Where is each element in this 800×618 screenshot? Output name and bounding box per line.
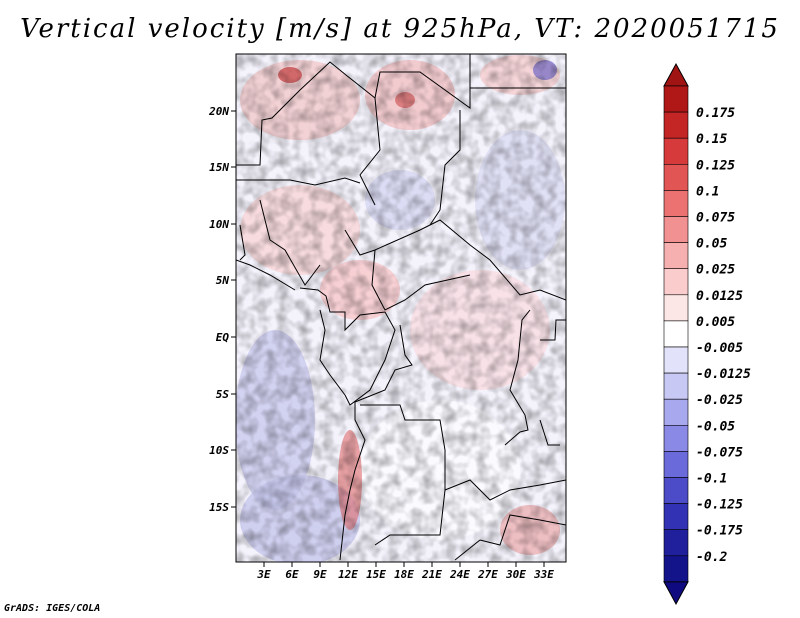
colorbar-labels: 0.175 0.15 0.125 0.1 0.075 0.05 0.025 0.0125 0.0…	[696, 106, 751, 565]
colorbar-label: 0.05	[696, 237, 727, 252]
colorbar-label: 0.1	[696, 184, 719, 199]
colorbar-swatch	[663, 320, 689, 348]
colorbar: 0.175 0.15 0.125 0.1 0.075 0.05 0.025 0.0125 0.0…	[663, 62, 751, 605]
lon-tick-label: 27E	[477, 568, 498, 581]
colorbar-bottom-arrow	[663, 581, 689, 605]
lat-tick-label: 10S	[209, 444, 229, 457]
lon-tick-label: 15E	[366, 568, 386, 581]
lon-ticks: 3E 6E 9E 12E 15E 18E 21E 24E 27E 30E 33E	[256, 562, 554, 581]
map-frame	[235, 53, 567, 563]
lat-tick-label: 15S	[209, 501, 229, 514]
colorbar-swatch	[663, 268, 689, 296]
colorbar-swatch	[663, 503, 689, 531]
lon-tick-label: 21E	[421, 568, 442, 581]
country-borders	[236, 54, 566, 561]
colorbar-swatch	[663, 85, 689, 113]
credit-text: GrADS: IGES/COLA	[4, 603, 101, 614]
colorbar-label: 0.075	[696, 211, 735, 226]
chart-title: Vertical velocity [m/s] at 925hPa, VT: 2…	[20, 14, 780, 44]
lat-tick-label: 5N	[216, 274, 230, 287]
map-panel: 20N 15N 10N 5N EQ 5S 10S 15S 3E 6E 9E 12…	[208, 53, 567, 581]
lon-tick-label: 33E	[533, 568, 554, 581]
lon-tick-label: 9E	[313, 568, 327, 581]
colorbar-label: -0.175	[696, 524, 743, 539]
lon-tick-label: 24E	[449, 568, 470, 581]
lon-tick-label: 3E	[256, 568, 271, 581]
colorbar-swatch	[663, 451, 689, 478]
colorbar-boxes	[663, 85, 689, 583]
colorbar-swatch	[663, 216, 689, 243]
lat-tick-label: EQ	[216, 331, 230, 344]
colorbar-label: -0.0125	[696, 367, 751, 382]
lon-tick-label: 18E	[394, 568, 414, 581]
colorbar-label: -0.005	[696, 341, 743, 356]
colorbar-swatch	[663, 242, 689, 270]
colorbar-label: -0.2	[696, 550, 727, 565]
colorbar-label: 0.025	[696, 263, 735, 278]
lat-ticks: 20N 15N 10N 5N EQ 5S 10S 15S	[208, 105, 236, 514]
colorbar-label: -0.075	[696, 445, 743, 460]
lat-tick-label: 15N	[209, 161, 229, 174]
colorbar-label: -0.05	[696, 419, 735, 434]
colorbar-top-arrow	[663, 62, 689, 87]
colorbar-label: -0.1	[696, 472, 727, 487]
colorbar-swatch	[663, 111, 689, 139]
lat-tick-label: 10N	[209, 218, 229, 231]
colorbar-swatch	[663, 372, 689, 400]
colorbar-swatch	[663, 529, 689, 557]
colorbar-label: 0.125	[696, 158, 735, 173]
velocity-field	[236, 54, 566, 562]
colorbar-swatch	[663, 555, 689, 583]
lon-tick-label: 30E	[505, 568, 526, 581]
colorbar-swatch	[663, 477, 689, 504]
colorbar-label: 0.15	[696, 132, 727, 147]
colorbar-swatch	[663, 137, 689, 165]
colorbar-swatch	[663, 164, 689, 191]
colorbar-label: 0.005	[696, 315, 735, 330]
colorbar-swatch	[663, 346, 689, 374]
colorbar-swatch	[663, 294, 689, 322]
colorbar-swatch	[663, 190, 689, 217]
colorbar-swatch	[663, 424, 689, 452]
colorbar-label: 0.175	[696, 106, 735, 121]
lon-tick-label: 6E	[285, 568, 299, 581]
lon-tick-label: 12E	[338, 568, 358, 581]
colorbar-label: -0.025	[696, 393, 743, 408]
colorbar-swatch	[663, 398, 689, 426]
colorbar-label: -0.125	[696, 498, 743, 513]
lat-tick-label: 5S	[216, 388, 230, 401]
lat-tick-label: 20N	[208, 105, 229, 118]
colorbar-label: 0.0125	[696, 289, 743, 304]
